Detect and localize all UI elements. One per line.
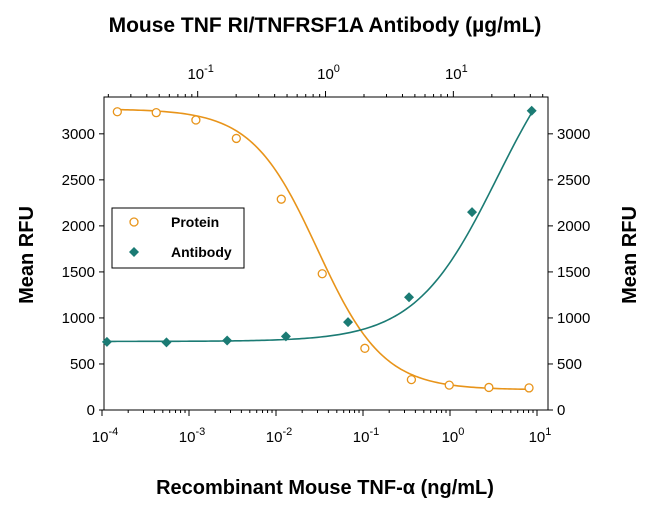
data-point-protein — [112, 107, 122, 117]
fit-curve-protein — [114, 108, 531, 391]
data-points — [101, 105, 537, 393]
x-tick-label-top: 10-1 — [187, 63, 213, 83]
legend-protein-label: Protein — [171, 214, 219, 230]
y-axis-label-left: Mean RFU — [16, 206, 38, 304]
x-tick-label-bottom: 10-1 — [353, 426, 379, 446]
y-tick-label-left: 500 — [70, 356, 95, 373]
data-point-antibody — [526, 105, 537, 116]
y-axis-label-right: Mean RFU — [619, 206, 641, 304]
y-tick-label-left: 0 — [87, 402, 95, 419]
y-tick-label-left: 1500 — [62, 264, 95, 281]
x-tick-label-bottom: 10-2 — [266, 426, 292, 446]
data-point-protein — [444, 380, 454, 390]
data-point-protein — [191, 115, 201, 125]
y-tick-label-left: 3000 — [62, 126, 95, 143]
data-point-antibody — [161, 337, 172, 348]
data-point-protein — [231, 133, 241, 144]
x-tick-label-top: 101 — [445, 63, 468, 83]
x-tick-label-top: 100 — [317, 63, 340, 83]
y-tick-label-right: 0 — [557, 402, 565, 419]
y-tick-label-left: 2500 — [62, 172, 95, 189]
y-tick-label-right: 500 — [557, 356, 582, 373]
data-point-antibody — [467, 207, 478, 218]
x-tick-label-bottom: 101 — [529, 426, 552, 446]
data-point-protein — [360, 343, 370, 353]
fit-curve-antibody — [104, 112, 533, 343]
y-tick-label-right: 1500 — [557, 264, 590, 281]
legend-antibody-marker — [129, 247, 139, 257]
data-point-antibody — [222, 335, 233, 346]
legend-antibody-label: Antibody — [171, 244, 232, 260]
data-point-protein — [276, 194, 286, 204]
y-tick-label-right: 2000 — [557, 218, 590, 235]
data-point-protein — [406, 374, 417, 385]
y-tick-label-right: 2500 — [557, 172, 590, 189]
axis-ticks: 0 500 1000 1500 2000 2500 3000 0 500 1000 1500 2000… — [62, 63, 591, 446]
legend: Protein Antibody — [111, 207, 245, 269]
y-tick-label-left: 2000 — [62, 218, 95, 235]
x-tick-label-bottom: 10-3 — [179, 426, 205, 446]
y-tick-label-right: 1000 — [557, 310, 590, 327]
x-tick-label-bottom: 100 — [442, 426, 465, 446]
data-point-antibody — [280, 331, 291, 342]
fit-curves — [104, 108, 533, 391]
legend-protein-marker — [129, 217, 139, 227]
y-tick-label-left: 1000 — [62, 310, 95, 327]
y-tick-label-right: 3000 — [557, 126, 590, 143]
data-point-antibody — [404, 292, 415, 303]
data-point-protein — [484, 382, 494, 393]
x-axis-label: Recombinant Mouse TNF-α (ng/mL) — [156, 477, 494, 499]
data-point-antibody — [101, 336, 112, 347]
chart-title: Mouse TNF RI/TNFRSF1A Antibody (µg/mL) — [109, 14, 542, 37]
data-point-protein — [151, 108, 161, 118]
data-point-antibody — [343, 317, 354, 328]
data-point-protein — [317, 269, 327, 279]
data-point-protein — [524, 383, 534, 393]
x-tick-label-bottom: 10-4 — [92, 426, 118, 446]
